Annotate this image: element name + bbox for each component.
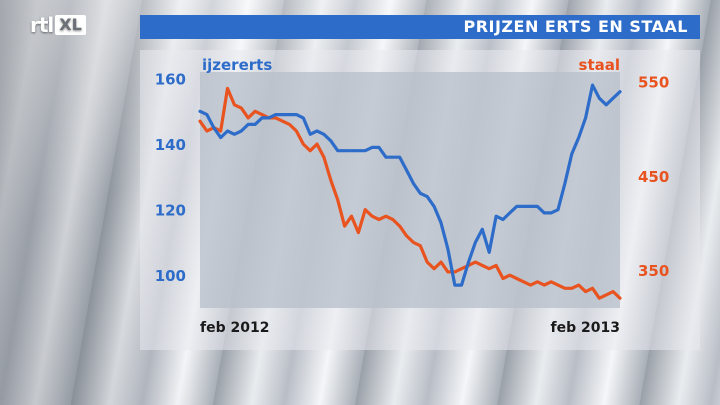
right-tick-label: 450 (638, 168, 669, 186)
left-tick-label: 120 (155, 202, 186, 220)
logo-text-xl: XL (55, 15, 86, 35)
left-tick-label: 100 (155, 267, 186, 285)
rtlxl-logo: rtl XL (30, 12, 86, 38)
right-tick-label: 550 (638, 73, 669, 91)
x-start-label: feb 2012 (200, 320, 269, 336)
left-tick-label: 160 (155, 71, 186, 89)
chart-title: PRIJZEN ERTS EN STAAL (463, 17, 688, 36)
logo-text-rtl: rtl (30, 13, 54, 37)
right-tick-label: 350 (638, 262, 669, 280)
title-bar: PRIJZEN ERTS EN STAAL (140, 15, 700, 39)
series-line-ijzererts (198, 83, 622, 287)
legend-ijzererts: ijzererts (202, 56, 272, 74)
left-tick-label: 140 (155, 136, 186, 154)
plot-area (200, 72, 620, 308)
legend-staal: staal (579, 56, 620, 74)
chart-panel: 100 120 140 160 350 450 550 feb 2012 feb 2013 ijz… (140, 50, 700, 350)
x-end-label: feb 2013 (551, 320, 620, 336)
price-chart: 100 120 140 160 350 450 550 feb 2012 feb 2013 ijz… (155, 56, 670, 336)
